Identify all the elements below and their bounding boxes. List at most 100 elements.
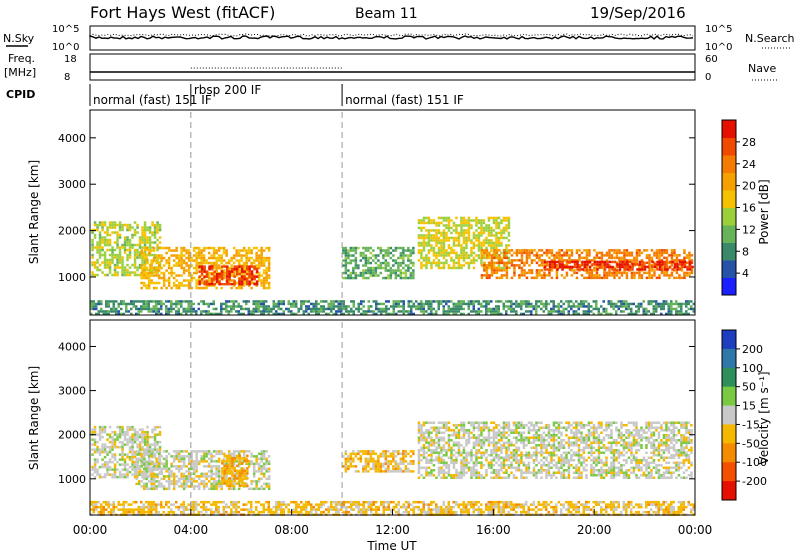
heatmap-cell xyxy=(96,223,99,227)
heatmap-cell xyxy=(180,467,183,471)
heatmap-cell xyxy=(560,256,564,260)
heatmap-cell xyxy=(581,260,584,264)
heatmap-cell xyxy=(578,265,582,269)
heatmap-cell xyxy=(225,265,229,268)
heatmap-cell xyxy=(497,221,501,225)
heatmap-cell xyxy=(690,254,694,257)
heatmap-cell xyxy=(653,263,657,266)
heatmap-cell xyxy=(440,466,443,469)
heatmap-cell xyxy=(257,307,260,311)
heatmap-cell xyxy=(152,475,156,478)
heatmap-cell xyxy=(140,472,143,476)
heatmap-cell xyxy=(487,224,491,227)
heatmap-cell xyxy=(585,269,589,272)
heatmap-cell xyxy=(352,246,355,250)
heatmap-cell xyxy=(362,269,365,272)
heatmap-cell xyxy=(477,307,480,311)
heatmap-cell xyxy=(425,266,428,270)
heatmap-cell xyxy=(233,477,237,480)
heatmap-cell xyxy=(98,246,102,249)
heatmap-cell xyxy=(377,274,380,277)
heatmap-cell xyxy=(595,274,599,277)
heatmap-cell xyxy=(643,265,647,269)
heatmap-cell xyxy=(503,249,506,252)
heatmap-cell xyxy=(420,439,423,442)
heatmap-cell xyxy=(555,251,559,255)
heatmap-cell xyxy=(650,312,653,316)
heatmap-cell xyxy=(180,477,183,481)
heatmap-cell xyxy=(160,286,163,290)
heatmap-cell xyxy=(515,302,518,306)
heatmap-cell xyxy=(140,310,143,313)
heatmap-cell xyxy=(267,284,271,287)
heatmap-cell xyxy=(185,465,188,468)
heatmap-cell xyxy=(177,300,180,303)
heatmap-cell xyxy=(352,302,355,306)
heatmap-cell xyxy=(260,485,263,488)
heatmap-cell xyxy=(512,310,515,313)
heatmap-cell xyxy=(210,261,213,265)
heatmap-cell xyxy=(221,459,224,463)
heatmap-cell xyxy=(470,249,473,252)
heatmap-cell xyxy=(212,284,216,287)
heatmap-cell xyxy=(447,434,451,437)
heatmap-cell xyxy=(93,246,97,249)
heatmap-cell xyxy=(377,457,380,461)
heatmap-cell xyxy=(93,438,97,441)
heatmap-cell xyxy=(108,458,112,461)
heatmap-cell xyxy=(382,256,385,260)
heatmap-cell xyxy=(131,473,134,476)
heatmap-cell xyxy=(495,305,498,308)
heatmap-cell xyxy=(265,246,268,250)
heatmap-cell xyxy=(142,460,146,463)
heatmap-cell xyxy=(515,259,519,262)
heatmap-cell xyxy=(128,248,132,252)
heatmap-cell xyxy=(141,231,144,234)
heatmap-cell xyxy=(460,244,463,247)
heatmap-cell xyxy=(540,249,544,252)
heatmap-cell xyxy=(225,477,228,481)
heatmap-cell xyxy=(460,246,463,250)
heatmap-cell xyxy=(483,261,486,265)
heatmap-cell xyxy=(148,263,152,267)
heatmap-cell xyxy=(392,457,395,461)
heatmap-cell xyxy=(548,271,551,275)
heatmap-cell xyxy=(435,310,438,313)
heatmap-cell xyxy=(137,467,141,471)
heatmap-cell xyxy=(156,248,159,252)
heatmap-cell xyxy=(111,443,114,446)
heatmap-cell xyxy=(282,310,285,313)
heatmap-cell xyxy=(335,312,338,316)
heatmap-cell xyxy=(445,259,448,262)
heatmap-cell xyxy=(493,251,496,255)
heatmap-cell xyxy=(152,281,156,285)
heatmap-cell xyxy=(140,271,143,275)
heatmap-cell xyxy=(527,310,530,313)
heatmap-cell xyxy=(215,259,218,262)
heatmap-cell xyxy=(510,261,514,265)
heatmap-cell xyxy=(620,251,624,255)
heatmap-cell xyxy=(452,229,456,232)
heatmap-cell xyxy=(567,302,570,306)
heatmap-cell xyxy=(573,269,576,272)
heatmap-cell xyxy=(187,485,191,488)
heatmap-cell xyxy=(155,261,158,265)
heatmap-cell xyxy=(96,251,99,254)
heatmap-cell xyxy=(240,450,243,453)
heatmap-cell xyxy=(170,302,173,306)
heatmap-cell xyxy=(465,456,468,459)
heatmap-cell xyxy=(389,271,393,275)
heatmap-cell xyxy=(430,421,433,424)
heatmap-cell xyxy=(364,470,368,473)
heatmap-cell xyxy=(492,216,496,220)
heatmap-cell xyxy=(399,274,403,277)
heatmap-cell xyxy=(648,274,651,277)
heatmap-cell xyxy=(492,312,495,316)
heatmap-cell xyxy=(207,261,211,265)
heatmap-cell xyxy=(422,456,426,459)
heatmap-cell xyxy=(545,254,549,257)
heatmap-cell xyxy=(190,279,193,282)
heatmap-cell xyxy=(490,307,493,311)
heatmap-cell xyxy=(128,273,132,277)
heatmap-cell xyxy=(425,259,428,262)
